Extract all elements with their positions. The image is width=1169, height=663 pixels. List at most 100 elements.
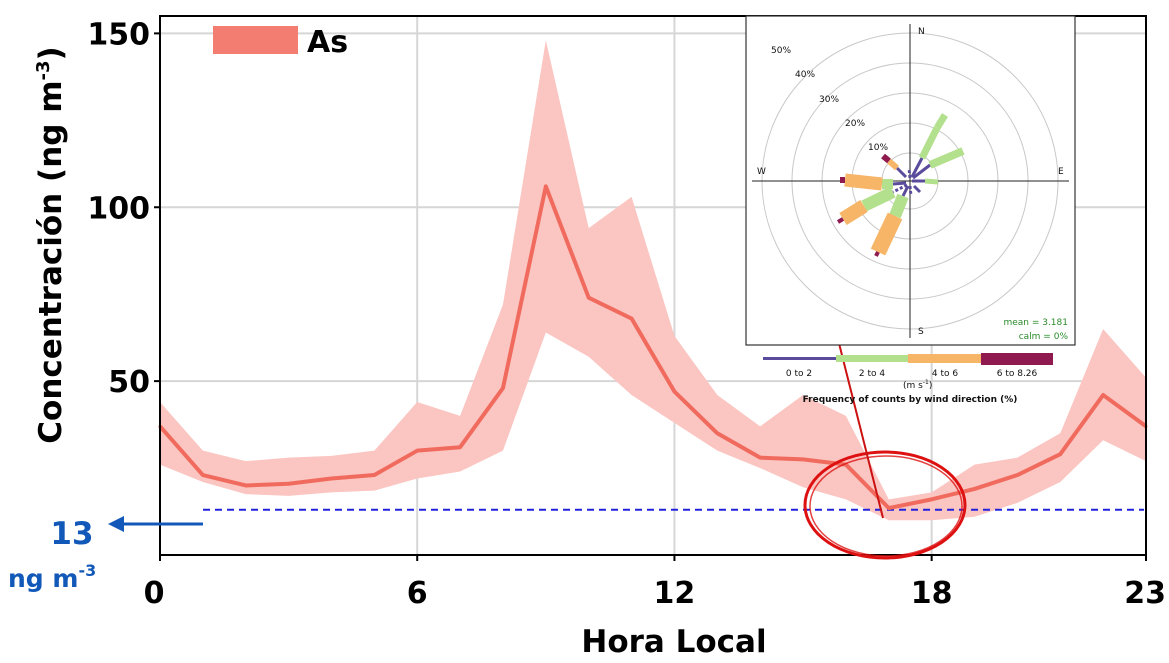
data-point-hour-15 [801, 457, 805, 461]
data-point-hour-22 [1101, 393, 1105, 397]
reference-unit-main: ng m [8, 564, 78, 593]
speed-unit-label: (m s-1) [903, 379, 932, 391]
legend-label-as: As [307, 25, 348, 60]
data-point-hour-2 [244, 483, 248, 487]
x-tick-label-12: 12 [654, 576, 696, 611]
speed-bin-2-swatch [836, 355, 908, 362]
data-point-hour-6 [415, 449, 419, 453]
y-tick-label-150: 150 [87, 17, 150, 52]
petal-nne-bin3 [934, 113, 948, 130]
petal-ne-bin2 [928, 147, 965, 169]
reference-annotation: 13 ng m-3 [8, 516, 203, 593]
petal-wsw-bin2 [861, 186, 896, 212]
petal-e-bin2 [924, 178, 939, 185]
petal-wsw-bin4 [836, 217, 845, 224]
petal-nw-bin2 [887, 158, 899, 171]
series-line-as [158, 184, 1148, 511]
petal-w-bin3 [844, 173, 883, 191]
speed-bin-1-label: 0 to 2 [786, 369, 812, 379]
highlight-ellipse [803, 450, 967, 560]
data-point-hour-11 [630, 317, 634, 321]
windrose-west: W [757, 167, 766, 177]
windrose-petals [836, 113, 965, 257]
y-axis-label-main: Concentración (ng m [33, 80, 69, 443]
x-axis-ticks: 0 6 12 18 23 [144, 555, 1166, 611]
reference-value-label: 13 [50, 516, 93, 552]
windrose-inset: N S E W 10% 20% 30% 40% 50% [745, 15, 1076, 405]
y-axis-label-close: ) [33, 46, 69, 60]
data-point-hour-12 [672, 390, 676, 394]
data-point-hour-5 [372, 473, 376, 477]
speed-bin-1-swatch [763, 357, 836, 360]
legend-swatch [213, 26, 298, 54]
data-point-hour-21 [1058, 452, 1062, 456]
legend: As [213, 25, 348, 60]
speed-bin-4-swatch [981, 353, 1053, 365]
highlight-ellipse-inner [809, 455, 963, 557]
series-line-group [158, 184, 1148, 511]
y-tick-label-100: 100 [87, 191, 150, 226]
y-axis-ticks: 50 100 150 [87, 17, 160, 400]
petal-ssw-bin4 [874, 251, 880, 257]
speed-unit-close: ) [929, 381, 933, 391]
windrose-calm: calm = 0% [1019, 332, 1069, 342]
y-tick-label-50: 50 [108, 365, 150, 400]
speed-bin-2-label: 2 to 4 [859, 369, 885, 379]
petal-se-bin1 [912, 184, 922, 194]
x-tick-label-0: 0 [144, 576, 165, 611]
petal-wsw-bin1 [892, 183, 908, 194]
windrose-north: N [918, 27, 925, 37]
reference-unit-sup: -3 [78, 561, 96, 580]
windrose-footer: Frequency of counts by wind direction (%… [803, 395, 1018, 405]
petal-nw-bin1 [895, 166, 908, 179]
speed-unit-main: (m s [903, 381, 923, 391]
y-axis-label-sup: -3 [33, 60, 54, 80]
petal-ssw-bin2 [889, 193, 909, 219]
windrose-ring-label-30: 30% [819, 95, 839, 105]
petal-w-bin1 [892, 181, 907, 186]
petal-nw-bin4 [881, 153, 891, 164]
data-point-hour-1 [201, 473, 205, 477]
petal-wsw-bin3 [839, 200, 868, 225]
data-point-hour-13 [715, 431, 719, 435]
confidence-band-group [160, 40, 1146, 521]
petal-s-bin1 [908, 185, 913, 197]
petal-nne-bin2 [918, 126, 941, 160]
data-point-hour-17 [887, 506, 891, 510]
data-point-hour-8 [501, 386, 505, 390]
windrose-mean: mean = 3.181 [1003, 318, 1068, 328]
windrose-east: E [1058, 167, 1064, 177]
petal-ssw-bin3 [870, 212, 903, 256]
data-point-hour-19 [973, 487, 977, 491]
petal-ne-bin1 [912, 163, 931, 180]
data-point-hour-10 [587, 296, 591, 300]
data-point-hour-4 [329, 476, 333, 480]
data-point-hour-18 [930, 497, 934, 501]
speed-bin-4-label: 6 to 8.26 [997, 369, 1038, 379]
windrose-ring-label-20: 20% [845, 119, 865, 129]
reference-unit-label: ng m-3 [8, 561, 96, 593]
windrose-speed-bar: 0 to 2 2 to 4 4 to 6 6 to 8.26 (m s-1) F… [763, 353, 1053, 405]
windrose-ring-label-40: 40% [795, 70, 815, 80]
plot-frame [159, 15, 1147, 556]
x-axis-label: Hora Local [581, 624, 766, 660]
x-tick-label-18: 18 [911, 576, 953, 611]
confidence-band [160, 40, 1146, 521]
windrose-ring-label-10: 10% [868, 143, 888, 153]
petal-nne-bin1 [910, 157, 924, 178]
x-tick-label-23: 23 [1124, 576, 1166, 611]
speed-bin-3-label: 4 to 6 [932, 369, 958, 379]
data-point-hour-9 [544, 184, 548, 188]
data-point-hour-7 [458, 445, 462, 449]
speed-bin-3-swatch [908, 354, 981, 363]
y-axis-label: Concentración (ng m-3) [33, 46, 69, 443]
speed-unit-sup: -1 [923, 379, 929, 386]
data-point-hour-3 [287, 482, 291, 486]
data-point-hour-14 [758, 456, 762, 460]
windrose-ring-label-50: 50% [771, 46, 791, 56]
petal-ssw-bin1 [901, 185, 910, 197]
x-tick-label-6: 6 [407, 576, 428, 611]
data-point-hour-20 [1015, 473, 1019, 477]
reference-arrowhead [108, 516, 124, 532]
